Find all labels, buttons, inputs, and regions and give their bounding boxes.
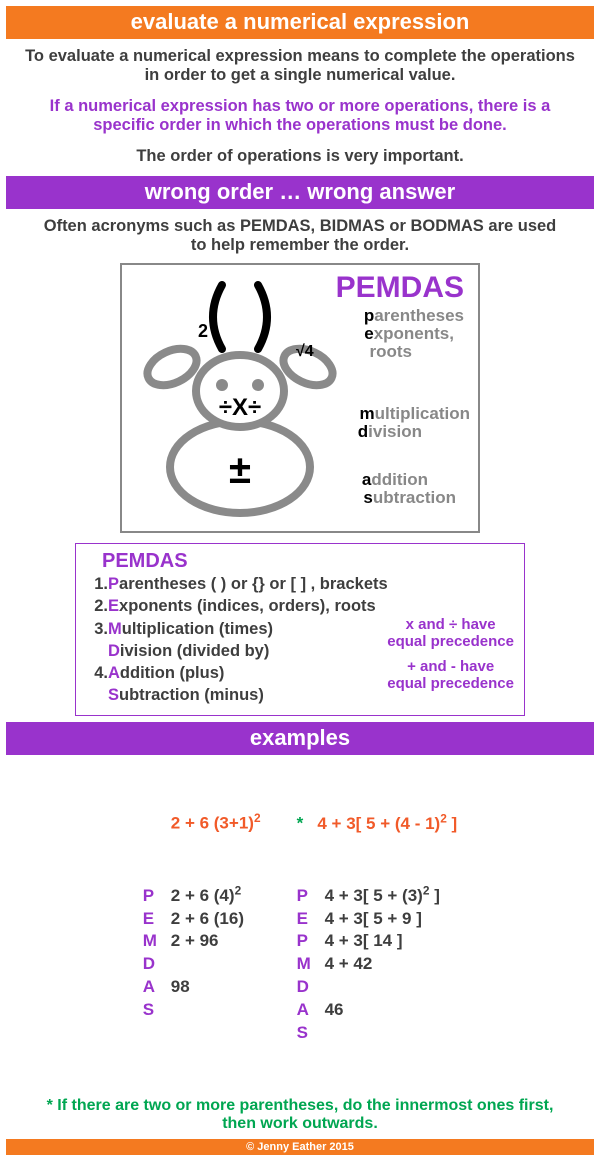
cow-label: subtraction xyxy=(363,489,456,506)
example-step: A46 xyxy=(297,999,458,1022)
precedence-note-1: x and ÷ haveequal precedence xyxy=(387,616,514,651)
intro-2: If a numerical expression has two or mor… xyxy=(6,89,594,139)
example-step: S xyxy=(143,999,261,1022)
pemdas-box: PEMDAS 1. Parentheses ( ) or {} or [ ] ,… xyxy=(75,543,525,716)
example-left-expr: 2 + 6 (3+1)2 xyxy=(171,810,261,836)
example-step: M2 + 96 xyxy=(143,930,261,953)
pemdas-cow-diagram: ÷X÷ ± 2 √4 PEMDAS parenthesesexponents,r… xyxy=(120,263,480,533)
title-banner: evaluate a numerical expression xyxy=(6,6,594,39)
pemdas-row: 1. Parentheses ( ) or {} or [ ] , bracke… xyxy=(86,573,514,595)
example-right: * 4 + 3[ 5 + (4 - 1)2 ] P4 + 3[ 5 + (3)2… xyxy=(297,765,458,1091)
example-step: S xyxy=(297,1022,458,1045)
examples-section: 2 + 6 (3+1)2 P2 + 6 (4)2E2 + 6 (16)M2 + … xyxy=(6,755,594,1095)
acronym-note: Often acronyms such as PEMDAS, BIDMAS or… xyxy=(6,209,594,263)
cow-label: multiplication xyxy=(359,405,470,422)
cow-label: roots xyxy=(370,343,413,360)
example-step: P2 + 6 (4)2 xyxy=(143,882,261,908)
intro-1: To evaluate a numerical expression means… xyxy=(6,39,594,89)
exponent-two: 2 xyxy=(198,321,208,342)
copyright: © Jenny Eather 2015 xyxy=(6,1139,594,1155)
example-step: P4 + 3[ 14 ] xyxy=(297,930,458,953)
example-step: M4 + 42 xyxy=(297,953,458,976)
example-left: 2 + 6 (3+1)2 P2 + 6 (4)2E2 + 6 (16)M2 + … xyxy=(143,765,261,1091)
examples-banner: examples xyxy=(6,722,594,755)
footnote: * If there are two or more parentheses, … xyxy=(6,1095,594,1135)
wrong-order-banner: wrong order … wrong answer xyxy=(6,176,594,209)
cow-label: addition xyxy=(362,471,428,488)
cow-label: parentheses xyxy=(364,307,464,324)
cow-label: exponents, xyxy=(364,325,454,342)
pemdas-box-title: PEMDAS xyxy=(102,550,514,573)
example-right-expr: * 4 + 3[ 5 + (4 - 1)2 ] xyxy=(297,810,458,836)
example-step: A98 xyxy=(143,976,261,999)
pemdas-label: PEMDAS xyxy=(336,271,464,305)
svg-text:±: ± xyxy=(229,448,251,492)
example-step: D xyxy=(143,953,261,976)
example-step: E4 + 3[ 5 + 9 ] xyxy=(297,908,458,931)
svg-text:÷X÷: ÷X÷ xyxy=(219,394,261,421)
precedence-note-2: + and - haveequal precedence xyxy=(387,658,514,693)
example-step: P4 + 3[ 5 + (3)2 ] xyxy=(297,882,458,908)
example-step: E2 + 6 (16) xyxy=(143,908,261,931)
example-step: D xyxy=(297,976,458,999)
intro-3: The order of operations is very importan… xyxy=(6,139,594,170)
cow-label: division xyxy=(358,423,422,440)
root-four: √4 xyxy=(296,343,314,361)
pemdas-row: 2. Exponents (indices, orders), roots xyxy=(86,595,514,617)
cow-figure: ÷X÷ ± xyxy=(130,277,350,531)
